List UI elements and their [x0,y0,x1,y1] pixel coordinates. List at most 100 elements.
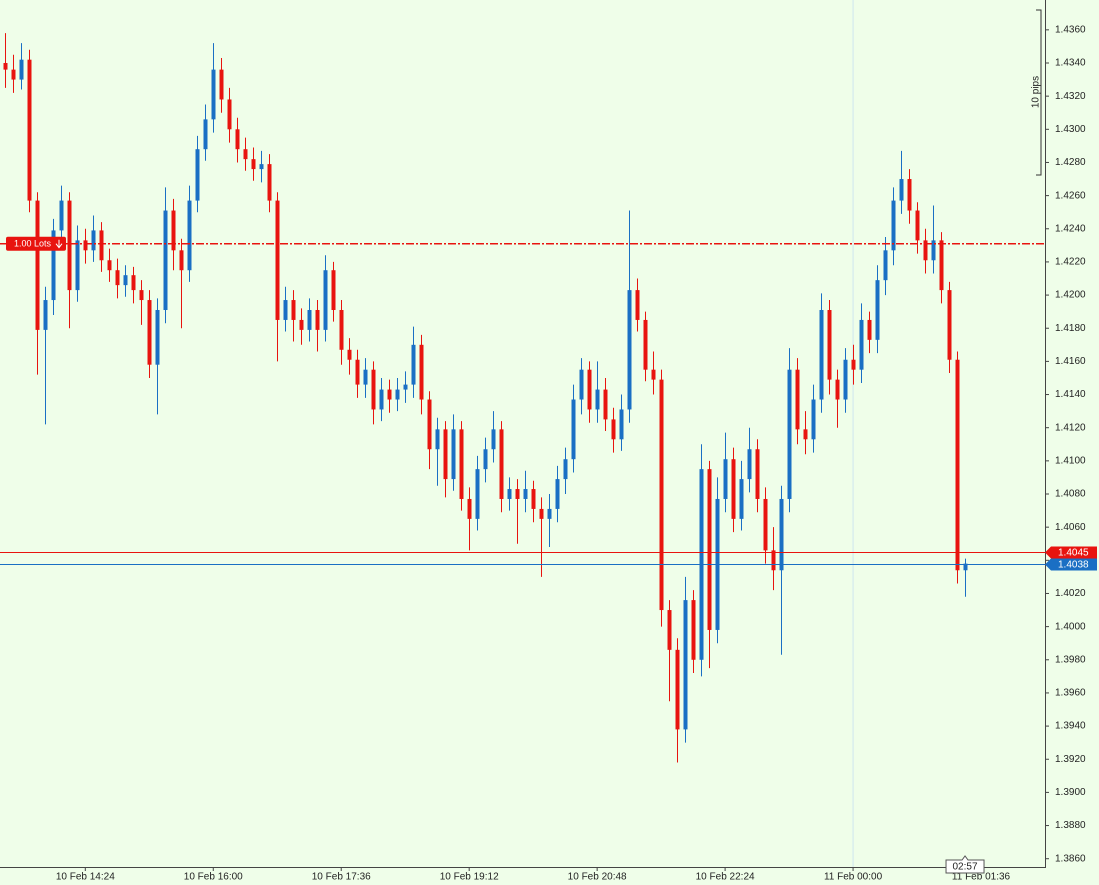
scale-bracket [1036,9,1042,176]
position-label: 1.00 Lots [14,239,52,249]
x-tick-label: 10 Feb 14:24 [56,872,115,883]
candle-body [371,369,376,410]
candle-body [235,129,240,150]
candle-body [435,429,440,450]
x-tick-label: 10 Feb 19:12 [440,872,499,883]
candle-body [19,59,24,80]
candle-body [795,369,800,430]
position-arrow [55,239,63,249]
candle-body [35,200,40,330]
candle-body [619,409,624,440]
x-tick-label: 11 Feb 01:36 [952,872,1011,883]
candle-body [11,69,16,80]
candle-body [611,419,616,440]
candle-body [683,600,688,730]
candle-body [883,250,888,281]
y-tick-label: 1.4300 [1055,124,1086,135]
y-tick-label: 1.4000 [1055,621,1086,632]
candle-body [307,309,312,330]
countdown: 02:57 [953,862,978,873]
candle-body [931,240,936,261]
candle-body [147,300,152,365]
candle-body [395,389,400,400]
candle-body [707,469,712,630]
y-tick-label: 1.4180 [1055,323,1086,334]
candle-body [603,389,608,420]
candle-body [115,270,120,286]
x-tick-label: 11 Feb 00:00 [824,872,883,883]
y-tick-label: 1.4080 [1055,489,1086,500]
y-tick-label: 1.4260 [1055,190,1086,201]
candle-body [51,230,56,301]
candle-body [91,230,96,251]
candle-body [955,359,960,571]
candle-body [403,384,408,390]
candle-body [59,200,64,231]
x-tick-label: 10 Feb 16:00 [184,872,243,883]
candle-body [803,429,808,440]
candle-body [107,260,112,271]
candle-body [387,389,392,400]
candle-body [267,164,272,201]
y-tick-label: 1.3920 [1055,754,1086,765]
candle-body [315,309,320,330]
candle-body [843,359,848,400]
candle-body [923,240,928,261]
candle-body [899,179,904,201]
candle-body [595,389,600,410]
candle-body [139,290,144,301]
candle-body [523,489,528,499]
candle-body [651,369,656,380]
candle-body [283,300,288,320]
ask-tag [1045,546,1097,559]
candle-body [203,119,208,150]
candle-body [363,369,368,385]
candle-body [515,489,520,499]
candle-body [451,429,456,480]
candle-body [187,200,192,271]
candle-body [123,275,128,286]
y-tick-label: 1.3880 [1055,820,1086,831]
candle-body [659,379,664,611]
candle-body [467,498,472,519]
candle-body [547,508,552,519]
candle-body [243,149,248,160]
candle-body [43,300,48,330]
candle-body [299,319,304,330]
candle-body [507,489,512,499]
candle-body [355,359,360,385]
candle-body [891,200,896,251]
candle-body [835,379,840,400]
y-tick-label: 1.3980 [1055,654,1086,665]
candle-body [819,309,824,400]
y-tick-label: 1.4340 [1055,58,1086,69]
y-tick-label: 1.4060 [1055,522,1086,533]
ask-label: 1.4045 [1058,548,1089,559]
candle-body [163,210,168,310]
candle-body [259,164,264,170]
x-tick-label: 10 Feb 22:24 [696,872,755,883]
candle-body [275,200,280,320]
position-tag [6,236,66,251]
candle-body [475,469,480,519]
candle-body [499,429,504,499]
candle-body [587,369,592,410]
x-tick-label: 10 Feb 20:48 [568,872,627,883]
y-tick-label: 1.4020 [1055,588,1086,599]
candle-body [27,59,32,201]
candle-body [763,498,768,551]
y-tick-label: 1.4100 [1055,455,1086,466]
y-tick-label: 1.4320 [1055,91,1086,102]
candle-body [731,459,736,519]
candle-body [459,429,464,499]
candle-body [755,449,760,499]
candle-body [867,319,872,340]
candle-body [491,429,496,450]
candle-body [83,240,88,251]
candle-body [211,69,216,120]
candle-body [723,459,728,499]
candle-body [851,359,856,370]
candle-body [3,62,8,70]
